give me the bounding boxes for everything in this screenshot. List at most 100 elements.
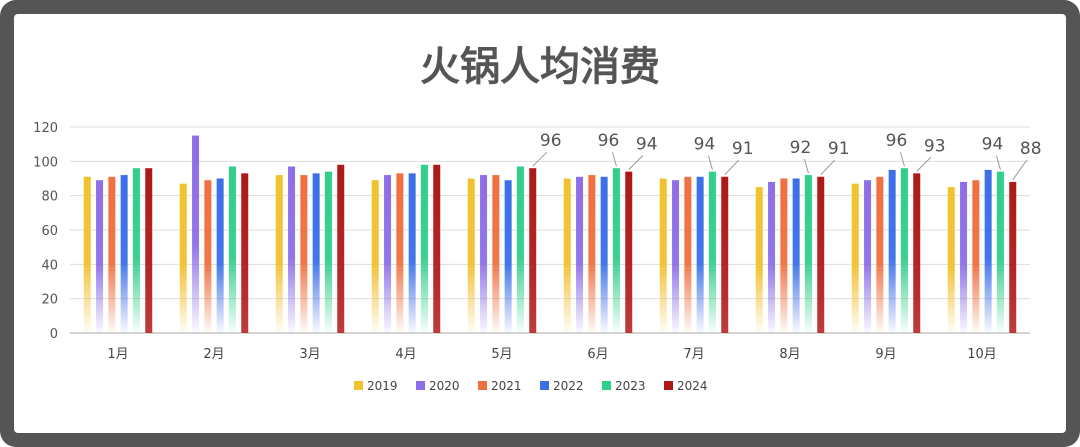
data-label: 96 [540,131,562,151]
bar-2024-6 [625,171,633,333]
data-label-leader [820,159,836,176]
data-label-leader [803,158,809,174]
bar-2024-9 [913,173,921,333]
data-label: 94 [694,135,716,155]
legend-label-2023: 2023 [615,379,646,393]
bar-2024-1 [145,168,153,333]
data-label: 88 [1020,139,1042,159]
bar-2020-3 [288,166,296,333]
bar-2023-2 [228,166,236,333]
bar-2020-7 [672,180,680,333]
bar-2024-4 [433,164,441,333]
bar-2021-1 [108,176,116,333]
bar-2023-8 [804,175,812,333]
data-label-leader [899,152,905,167]
bar-2023-6 [612,168,620,333]
bar-2023-3 [324,171,332,333]
data-label: 91 [732,139,754,159]
bar-2022-6 [600,176,608,333]
bar-2021-3 [300,175,308,333]
bar-2019-3 [275,175,283,333]
data-label-leader [916,156,932,172]
bar-2022-4 [408,173,416,333]
y-axis-ticks: 0 20 40 60 80 100 120 [33,121,58,342]
data-label: 92 [790,138,812,158]
x-tick-label: 5月 [491,347,512,362]
bar-2024-2 [241,173,249,333]
legend-label-2022: 2022 [553,379,584,393]
bar-2021-9 [876,176,884,333]
data-labels: 96 96 94 94 91 92 91 96 93 94 88 [532,131,1042,181]
legend-swatch-2019 [354,381,363,390]
bar-2023-5 [516,166,524,333]
x-axis: 1月 2月 3月 4月 5月 6月 7月 8月 9月 10月 [107,347,996,362]
data-label: 96 [886,131,908,151]
y-tick-label: 120 [33,121,58,136]
bar-2021-6 [588,175,596,333]
legend-swatch-2020 [416,381,425,390]
gridlines [70,126,1030,334]
bar-2019-5 [467,178,475,333]
bar-2022-3 [312,173,320,333]
data-label: 93 [924,136,946,156]
bar-2019-1 [83,176,91,333]
data-label-leader [995,155,1001,170]
bar-2020-10 [960,181,968,333]
data-label: 91 [828,139,850,159]
legend-label-2021: 2021 [491,379,522,393]
bar-2022-2 [216,178,224,333]
bar-2022-5 [504,180,512,333]
bar-2021-4 [396,173,404,333]
x-tick-label: 8月 [779,347,800,362]
bar-2022-1 [120,175,128,333]
chart-panel: 火锅人均消费 0 20 40 60 80 100 120 1月 2月 3月 4月 5月 6月 7月 8月 9… [14,14,1066,433]
data-label-leader [724,159,740,176]
bar-2019-10 [947,187,955,333]
bar-2024-5 [529,168,537,333]
legend-swatch-2022 [540,381,549,390]
bar-2019-4 [371,180,379,333]
x-tick-label: 1月 [107,347,128,362]
x-tick-label: 7月 [683,347,704,362]
legend-label-2024: 2024 [677,379,708,393]
legend-label-2019: 2019 [367,379,398,393]
bar-2019-6 [563,178,571,333]
bar-2023-9 [900,168,908,333]
bar-2020-8 [768,181,776,333]
data-label-leader [1012,159,1028,181]
y-tick-label: 80 [41,190,58,205]
bar-2022-9 [888,169,896,333]
bar-2021-8 [780,178,788,333]
bar-2020-6 [576,176,584,333]
legend-label-2020: 2020 [429,379,460,393]
bar-2020-9 [864,180,872,333]
bar-2023-4 [420,164,428,333]
y-tick-label: 100 [33,155,58,170]
bar-2019-2 [179,183,187,333]
bar-2022-10 [984,169,992,333]
x-tick-label: 3月 [299,347,320,362]
x-tick-label: 6月 [587,347,608,362]
bar-2019-9 [851,183,859,333]
bar-2019-8 [755,187,763,333]
bar-chart: 火锅人均消费 0 20 40 60 80 100 120 1月 2月 3月 4月 5月 6月 7月 8月 9… [33,44,1042,393]
y-tick-label: 60 [41,224,58,239]
bar-2019-7 [659,178,667,333]
data-label: 94 [636,135,658,155]
legend-swatch-2024 [664,381,673,390]
y-tick-label: 0 [50,327,58,342]
x-tick-label: 9月 [875,347,896,362]
bar-2024-3 [337,164,345,333]
bar-2020-2 [192,135,200,333]
legend-swatch-2021 [478,381,487,390]
bar-2020-4 [384,175,392,333]
x-tick-label: 10月 [967,347,997,362]
y-tick-label: 20 [41,293,58,308]
bar-2023-10 [996,171,1004,333]
data-label: 94 [982,135,1004,155]
legend-swatch-2023 [602,381,611,390]
bar-2023-1 [132,168,140,333]
bar-2021-7 [684,176,692,333]
bar-2021-2 [204,180,212,333]
